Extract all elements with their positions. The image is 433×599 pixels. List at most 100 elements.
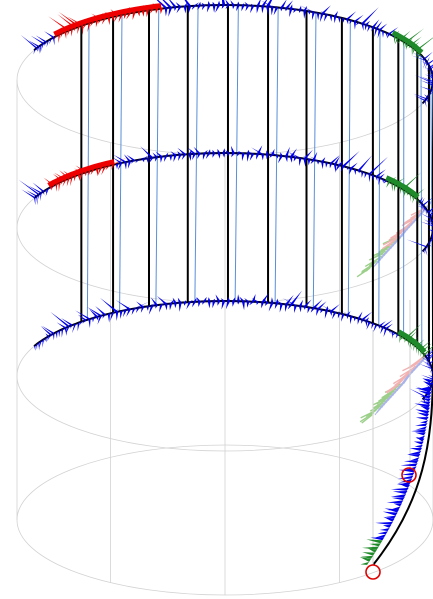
ring-bottom-force-glyph: [48, 334, 52, 340]
ring-middle-force-glyph: [378, 177, 381, 186]
ring-bottom-force-glyph: [420, 351, 422, 358]
ring-bottom-force-glyph: [244, 298, 250, 302]
ring-bottom-force-glyph: [421, 360, 431, 366]
ring-bottom-force-glyph: [164, 303, 168, 311]
ring-top-force-glyph: [372, 27, 384, 32]
ring-middle-force-glyph: [40, 192, 42, 202]
lower-right-force-glyph: [410, 457, 420, 461]
ring-bottom-force-glyph: [426, 384, 431, 389]
ring-top-force-glyph: [414, 95, 426, 101]
ring-middle-force-glyph: [141, 154, 151, 160]
ring-middle-force-glyph: [321, 161, 324, 170]
ring-bottom-force-glyph: [146, 303, 156, 307]
ring-bottom-force-glyph: [385, 329, 402, 337]
ring-bottom-force-glyph: [174, 303, 177, 309]
ring-top-force-glyph: [319, 13, 324, 23]
ring-bottom-force-glyph: [126, 309, 132, 317]
ring-bottom-force-glyph: [316, 301, 327, 310]
ring-top-force-glyph: [44, 41, 47, 47]
ring-top-force-glyph: [388, 27, 399, 35]
ring-top-force-glyph: [428, 94, 429, 101]
ring-top-force-glyph: [375, 21, 383, 29]
ring-bottom-force-glyph: [55, 328, 67, 333]
ring-top-force-glyph: [405, 43, 409, 50]
ghost-glyph: [429, 348, 433, 355]
ring-bottom-force-glyph: [246, 301, 250, 308]
ring-bottom-force-glyph: [150, 303, 156, 306]
ring-middle-force-glyph: [429, 214, 431, 221]
ring-top-force-glyph: [206, 5, 211, 13]
ring-top-force-glyph: [87, 22, 91, 33]
ring-bottom-force-glyph: [88, 318, 91, 329]
ring-top-force-glyph: [300, 8, 311, 12]
ring-bottom-force-glyph: [364, 320, 368, 327]
ring-bottom-force-glyph: [303, 306, 306, 310]
ring-middle-force-glyph: [386, 181, 390, 188]
ring-bottom-force-glyph: [284, 294, 294, 305]
lower-right-force-glyph: [382, 524, 392, 528]
ring-middle-force-glyph: [426, 209, 428, 215]
ring-middle-force-glyph: [26, 190, 38, 197]
lower-right-force-glyph: [368, 548, 377, 553]
ring-top-force-glyph: [426, 98, 430, 105]
lower-right-arc: [372, 375, 433, 566]
ring-middle-force-glyph: [123, 154, 132, 162]
ring-bottom-force-glyph: [337, 313, 341, 319]
ring-bottom-force-glyph: [262, 298, 269, 303]
ring-middle-force-glyph: [293, 157, 297, 162]
ring-middle-force-glyph: [289, 156, 293, 163]
ring-middle-force-glyph: [412, 195, 417, 199]
ring-middle-force-glyph: [88, 170, 91, 176]
ring-middle-force-glyph: [230, 145, 235, 154]
ring-middle-force-glyph: [222, 148, 226, 153]
ring-middle-force-glyph: [21, 189, 36, 199]
ring-bottom-force-glyph: [378, 325, 381, 329]
ring-middle-force-glyph: [427, 239, 433, 246]
ring-middle-force-glyph: [321, 157, 326, 162]
ring-middle-force-glyph: [428, 213, 430, 218]
ring-bottom-force-glyph: [417, 347, 419, 357]
ring-top-force-glyph: [39, 44, 42, 55]
ring-top-force-glyph: [232, 5, 235, 10]
ring-bottom-force-glyph: [261, 292, 269, 303]
ring-top-force-glyph: [236, 5, 240, 12]
ring-middle-force-glyph: [73, 175, 77, 182]
ring-bottom-force-glyph: [364, 317, 370, 322]
ring-top-force-glyph: [237, 1, 240, 6]
ring-top-green-band: [391, 30, 424, 55]
ring-bottom-force-glyph: [202, 296, 207, 302]
ring-middle-force-glyph: [403, 192, 413, 196]
ring-middle-force-glyph: [212, 149, 216, 154]
ring-middle-force-glyph: [421, 203, 423, 211]
ring-top-force-glyph: [113, 15, 119, 23]
ring-bottom-force-glyph: [169, 303, 173, 311]
ring-bottom-force-glyph: [431, 380, 433, 386]
ring-top-force-glyph: [311, 10, 320, 14]
ring-bottom-force-glyph: [150, 297, 159, 306]
ring-bottom-force-glyph: [110, 312, 115, 321]
ring-middle-force-glyph: [28, 185, 42, 194]
ring-middle-force-glyph: [320, 160, 328, 163]
ring-middle-force-glyph: [38, 194, 40, 200]
ring-bottom-force-glyph: [140, 306, 145, 313]
ring-top-force-glyph: [77, 26, 80, 35]
ring-bottom-force-glyph: [428, 385, 432, 392]
ring-middle-force-glyph: [140, 146, 154, 158]
ring-bottom-force-glyph: [61, 328, 64, 338]
ring-top-force-glyph: [261, 6, 265, 14]
ring-top-force-glyph: [40, 43, 45, 52]
ring-bottom-force-glyph: [232, 297, 236, 302]
ring-bottom-force-glyph: [380, 326, 384, 334]
ring-top-force-glyph: [183, 2, 188, 7]
ring-top-force-glyph: [397, 39, 402, 44]
lower-right-force-glyph: [413, 441, 424, 445]
ring-bottom-force-glyph: [413, 344, 415, 352]
ring-middle-force-glyph: [169, 155, 173, 161]
ring-middle-force-glyph: [302, 155, 311, 160]
ring-middle-force-glyph: [333, 164, 337, 173]
ring-middle-force-glyph: [155, 151, 163, 157]
ring-middle-force-glyph: [364, 172, 368, 179]
ring-middle-force-glyph: [353, 169, 357, 175]
ring-middle-force-glyph: [42, 191, 45, 195]
